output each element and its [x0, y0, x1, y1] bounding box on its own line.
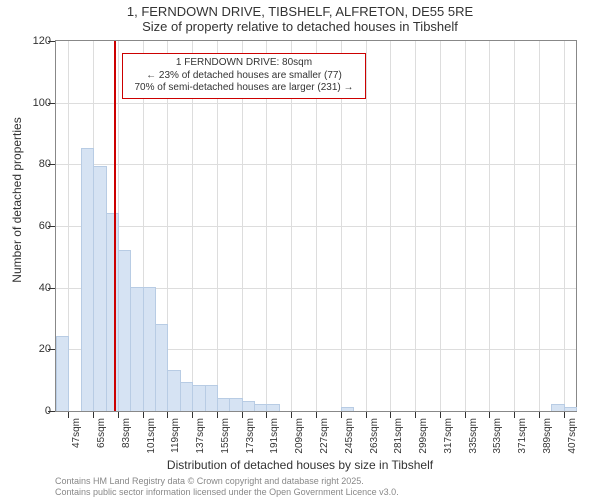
x-tick-label: 119sqm [170, 418, 181, 453]
x-tick [440, 412, 441, 418]
bar [81, 148, 94, 411]
gridline-v [489, 41, 490, 411]
gridline-v [390, 41, 391, 411]
bar [180, 382, 193, 411]
x-tick [217, 412, 218, 418]
y-axis-label: Number of detached properties [10, 117, 24, 282]
chart-container: 02040608010012047sqm65sqm83sqm101sqm119s… [55, 40, 575, 410]
bar [229, 398, 242, 411]
y-tick-label: 0 [45, 405, 51, 417]
y-tick-label: 100 [33, 97, 51, 109]
x-tick [316, 412, 317, 418]
x-tick [489, 412, 490, 418]
gridline-v [415, 41, 416, 411]
x-tick-label: 245sqm [344, 418, 355, 454]
bar [341, 407, 354, 411]
x-tick [167, 412, 168, 418]
bar [242, 401, 255, 411]
x-tick [465, 412, 466, 418]
annotation-line: 1 FERNDOWN DRIVE: 80sqm [129, 57, 359, 70]
x-tick [366, 412, 367, 418]
x-tick [539, 412, 540, 418]
bar [143, 287, 156, 411]
bar [217, 398, 230, 411]
x-tick-label: 227sqm [319, 418, 330, 454]
bar [56, 336, 69, 411]
plot-area: 02040608010012047sqm65sqm83sqm101sqm119s… [55, 40, 577, 412]
x-tick [68, 412, 69, 418]
x-tick-label: 281sqm [393, 418, 404, 454]
bar [93, 166, 106, 411]
gridline-v [465, 41, 466, 411]
footer-line-1: Contains HM Land Registry data © Crown c… [55, 476, 399, 487]
marker-line [114, 41, 116, 411]
x-tick [118, 412, 119, 418]
bar [192, 385, 205, 411]
x-tick-label: 407sqm [567, 418, 578, 454]
bar [564, 407, 577, 411]
x-tick-label: 101sqm [146, 418, 157, 454]
x-tick [93, 412, 94, 418]
footer: Contains HM Land Registry data © Crown c… [55, 476, 399, 498]
x-tick [341, 412, 342, 418]
x-tick-label: 47sqm [71, 418, 82, 448]
y-tick-label: 40 [39, 282, 51, 294]
x-tick-label: 263sqm [369, 418, 380, 454]
x-tick-label: 353sqm [492, 418, 503, 454]
title-line-1: 1, FERNDOWN DRIVE, TIBSHELF, ALFRETON, D… [0, 4, 600, 19]
bar [167, 370, 180, 411]
y-tick-label: 60 [39, 220, 51, 232]
bar [118, 250, 131, 411]
x-tick-label: 191sqm [269, 418, 280, 454]
annotation-box: 1 FERNDOWN DRIVE: 80sqm← 23% of detached… [122, 53, 366, 99]
bar [106, 213, 119, 411]
x-tick-label: 371sqm [517, 418, 528, 454]
bar [551, 404, 564, 411]
footer-line-2: Contains public sector information licen… [55, 487, 399, 498]
x-tick [390, 412, 391, 418]
x-tick [415, 412, 416, 418]
y-tick-label: 20 [39, 343, 51, 355]
x-tick-label: 335sqm [468, 418, 479, 454]
gridline-v [440, 41, 441, 411]
x-tick-label: 137sqm [195, 418, 206, 454]
x-tick-label: 83sqm [121, 418, 132, 448]
annotation-line: ← 23% of detached houses are smaller (77… [129, 70, 359, 83]
x-tick-label: 65sqm [96, 418, 107, 448]
y-tick-label: 120 [33, 35, 51, 47]
gridline-v [539, 41, 540, 411]
bar [155, 324, 168, 411]
x-tick-label: 299sqm [418, 418, 429, 454]
gridline-v [514, 41, 515, 411]
annotation-line: 70% of semi-detached houses are larger (… [129, 82, 359, 95]
x-tick [514, 412, 515, 418]
x-tick-label: 209sqm [294, 418, 305, 454]
bar [205, 385, 218, 411]
x-tick [564, 412, 565, 418]
title-line-2: Size of property relative to detached ho… [0, 19, 600, 34]
x-tick-label: 173sqm [245, 418, 256, 454]
y-tick-label: 80 [39, 158, 51, 170]
bar [266, 404, 279, 411]
x-tick [242, 412, 243, 418]
bar [254, 404, 267, 411]
x-tick-label: 317sqm [443, 418, 454, 454]
x-tick [192, 412, 193, 418]
x-tick-label: 389sqm [542, 418, 553, 454]
x-tick [266, 412, 267, 418]
x-tick [291, 412, 292, 418]
x-tick-label: 155sqm [220, 418, 231, 454]
x-axis-label: Distribution of detached houses by size … [0, 458, 600, 472]
bar [130, 287, 143, 411]
x-tick [143, 412, 144, 418]
gridline-v [564, 41, 565, 411]
